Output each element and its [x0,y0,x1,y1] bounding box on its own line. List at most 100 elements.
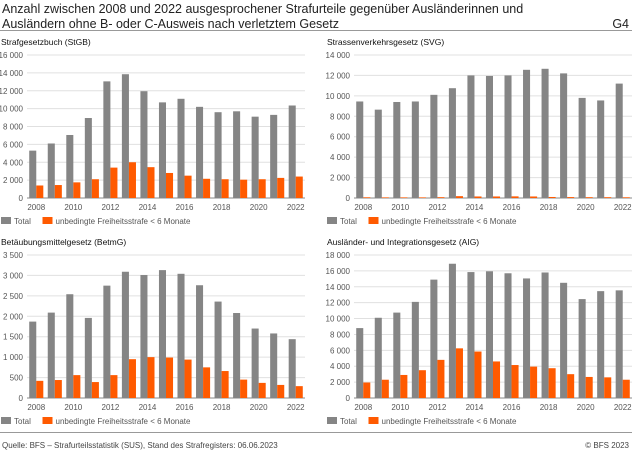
y-tick-label: 10 000 [0,105,24,114]
bar-total [47,312,55,398]
x-tick-label: 2010 [391,403,409,412]
x-tick-label: 2022 [287,203,305,212]
bar-short-prison [437,359,445,398]
bar-short-prison [585,376,593,398]
bar-short-prison [567,197,575,198]
bar-total [374,109,382,198]
bar-short-prison [455,196,463,198]
bar-total [214,112,222,198]
bar-short-prison [258,382,266,398]
bar-total [233,111,241,198]
y-tick-label: 14 000 [0,69,24,78]
panel-title: Ausländer- und Integrationsgesetz (AIG) [327,237,479,247]
bar-total [523,69,531,198]
graphic-number: G4 [612,17,629,31]
bar-short-prison [530,196,538,198]
bar-total [288,105,296,198]
x-tick-label: 2012 [429,403,447,412]
bar-total [140,91,148,198]
bar-short-prison [511,196,519,198]
bar-total [233,313,241,398]
legend-swatch [42,217,53,224]
legend-label: unbedingte Freiheitsstrafe < 6 Monate [382,417,518,426]
bar-total [270,333,278,398]
bar-short-prison [511,365,519,398]
bar-total [29,150,37,198]
bar-short-prison [493,196,501,198]
bar-total [448,88,456,198]
y-tick-label: 8 000 [3,123,24,132]
bar-total [270,114,278,198]
bar-total [485,271,493,398]
y-tick-label: 0 [19,194,24,203]
panel-title: Strafgesetzbuch (StGB) [1,37,91,47]
bar-short-prison [604,377,612,398]
legend-swatch [1,217,11,224]
bar-total [430,279,438,398]
divider [0,432,632,433]
y-tick-label: 8 000 [330,330,351,339]
bar-total [158,270,166,398]
y-tick-label: 14 000 [326,283,351,292]
bar-short-prison [277,177,285,198]
bar-short-prison [455,348,463,398]
bar-short-prison [221,179,229,198]
bar-short-prison [147,357,155,398]
source-note: Quelle: BFS – Strafurteilsstatistik (SUS… [2,441,278,450]
x-tick-label: 2008 [354,403,372,412]
bar-short-prison [73,375,81,398]
bar-total [448,263,456,398]
bar-total [29,321,37,398]
x-tick-label: 2012 [429,203,447,212]
x-tick-label: 2014 [139,403,157,412]
x-tick-label: 2012 [102,403,120,412]
bar-short-prison [54,380,62,398]
legend-label: Total [14,417,31,426]
y-tick-label: 2 000 [330,174,351,183]
x-tick-label: 2018 [540,203,558,212]
x-tick-label: 2022 [614,203,632,212]
bar-short-prison [36,185,44,198]
bar-short-prison [91,179,99,198]
x-tick-label: 2010 [64,403,82,412]
bar-short-prison [585,197,593,198]
bar-total [430,94,438,198]
bar-total [177,98,185,198]
x-tick-label: 2018 [213,403,231,412]
x-tick-label: 2018 [213,203,231,212]
bar-short-prison [295,386,303,398]
y-tick-label: 16 000 [0,51,24,60]
bar-short-prison [418,370,426,398]
bar-total [103,285,111,398]
panel-aig: Ausländer- und Integrationsgesetz (AIG) 0… [326,237,632,426]
y-tick-label: 10 000 [326,315,351,324]
bar-total [615,83,623,198]
bar-short-prison [604,197,612,198]
legend-label: Total [340,417,357,426]
bar-short-prison [437,197,445,198]
bar-short-prison [474,351,482,398]
x-tick-label: 2020 [577,203,595,212]
bar-total [196,106,204,198]
bar-total [214,301,222,398]
y-tick-label: 12 000 [326,299,351,308]
bar-short-prison [548,196,556,198]
x-tick-label: 2016 [503,203,521,212]
bar-short-prison [110,375,118,398]
bar-total [251,116,259,198]
bar-total [103,81,111,198]
y-tick-label: 18 000 [326,251,351,260]
bar-total [121,271,129,398]
legend-label: unbedingte Freiheitsstrafe < 6 Monate [382,217,518,226]
bar-total [121,74,129,198]
bar-total [47,143,55,198]
copyright: © BFS 2023 [585,441,629,450]
y-tick-label: 10 000 [326,92,351,101]
x-tick-label: 2008 [27,403,45,412]
bar-short-prison [184,359,192,398]
bar-total [356,101,364,198]
bar-total [374,317,382,398]
bar-total [84,317,92,398]
bar-total [615,290,623,398]
y-tick-label: 16 000 [326,267,351,276]
